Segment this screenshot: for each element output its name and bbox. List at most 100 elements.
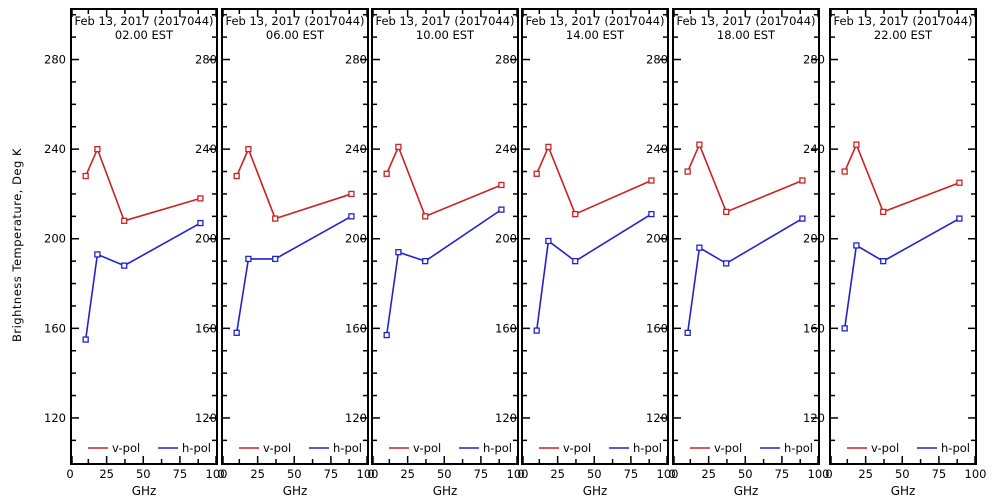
legend-vpol-label: v-pol (413, 441, 441, 455)
panel-subtitle: 18.00 EST (717, 28, 776, 42)
y-tick-label: 280 (44, 53, 66, 67)
y-tick-label: 120 (646, 411, 668, 425)
panel-subtitle: 06.00 EST (266, 28, 325, 42)
y-tick-label: 240 (803, 142, 825, 156)
x-tick-label: 0 (825, 467, 832, 481)
y-tick-label: 120 (345, 411, 367, 425)
y-tick-label: 160 (495, 321, 517, 335)
v-pol-marker (853, 141, 860, 148)
h-pol-marker (383, 331, 390, 339)
v-pol-marker (498, 181, 505, 189)
legend-vpol-label: v-pol (714, 441, 742, 455)
h-pol-line (385, 208, 502, 336)
v-pol-marker (348, 190, 355, 198)
v-pol-marker (841, 168, 848, 175)
h-pol-marker (197, 219, 204, 227)
x-tick-label: 25 (250, 467, 265, 481)
legend-vpol-label: v-pol (871, 441, 899, 455)
v-pol-marker (233, 172, 240, 180)
chart-panel-3: 0 25 50 75 100 120 160 200 240 280 Feb 13, 2017 (2… (345, 8, 529, 498)
x-tick-label: 25 (400, 467, 415, 481)
y-tick-label: 240 (646, 142, 668, 156)
x-tick-label: 0 (517, 467, 524, 481)
x-tick-label: 50 (437, 467, 452, 481)
y-tick-label: 160 (646, 321, 668, 335)
legend-hpol-label: h-pol (633, 441, 662, 455)
panel-title: Feb 13, 2017 (2017044) (225, 14, 364, 28)
y-axis-title: Brightness Temperature, Deg K (10, 148, 24, 342)
v-pol-marker (197, 195, 204, 202)
x-tick-label: 100 (206, 467, 228, 481)
panel-title: Feb 13, 2017 (2017044) (833, 14, 972, 28)
panel-title: Feb 13, 2017 (2017044) (676, 14, 815, 28)
h-pol-marker (853, 242, 860, 249)
v-pol-marker (245, 145, 252, 153)
panel-subtitle: 02.00 EST (115, 28, 174, 42)
h-pol-marker (245, 255, 252, 263)
plot-frame (70, 8, 218, 465)
v-pol-line (385, 144, 502, 218)
y-tick-label: 160 (195, 321, 217, 335)
x-tick-label: 75 (624, 467, 639, 481)
h-pol-line (84, 222, 201, 340)
h-pol-marker (498, 206, 505, 213)
legend-vpol-label: v-pol (563, 441, 591, 455)
x-axis-title: GHz (891, 484, 916, 498)
h-pol-marker (545, 237, 552, 245)
v-pol-marker (533, 170, 540, 177)
h-pol-marker (684, 329, 691, 336)
chart-panel-4: 0 25 50 75 100 120 160 200 240 280 Feb 13, 2017 (2… (495, 8, 679, 498)
y-tick-label: 280 (345, 53, 367, 67)
y-tick-label: 200 (44, 232, 66, 246)
v-pol-marker (572, 210, 579, 218)
v-pol-line (686, 142, 803, 213)
y-tick-label: 200 (345, 232, 367, 246)
y-tick-label: 160 (803, 321, 825, 335)
x-tick-label: 100 (808, 467, 830, 481)
h-pol-marker (82, 336, 89, 343)
v-pol-marker (545, 143, 552, 151)
v-pol-marker (648, 177, 655, 184)
y-tick-label: 280 (803, 53, 825, 67)
v-pol-marker (422, 213, 429, 220)
legend-hpol-label: h-pol (483, 441, 512, 455)
x-tick-label: 50 (287, 467, 302, 481)
h-pol-line (843, 217, 960, 329)
y-tick-label: 160 (345, 321, 367, 335)
legend-vpol-label: v-pol (112, 441, 140, 455)
x-tick-label: 50 (136, 467, 151, 481)
h-pol-marker (395, 249, 402, 256)
h-pol-marker (94, 251, 101, 258)
x-tick-label: 50 (587, 467, 602, 481)
y-tick-label: 200 (195, 232, 217, 246)
panel-title: Feb 13, 2017 (2017044) (74, 14, 213, 28)
x-tick-label: 100 (357, 467, 379, 481)
v-pol-marker (395, 143, 402, 151)
h-pol-marker (723, 260, 730, 267)
x-tick-label: 25 (99, 467, 114, 481)
chart-panel-6: 0 25 50 75 100 120 160 200 240 280 Feb 13, 2017 (2… (803, 8, 987, 498)
x-axis-title: GHz (583, 484, 608, 498)
y-tick-label: 200 (803, 232, 825, 246)
h-pol-marker (121, 262, 128, 269)
x-axis-title: GHz (283, 484, 308, 498)
v-pol-line (843, 142, 960, 213)
h-pol-marker (696, 244, 703, 251)
h-pol-marker (956, 215, 963, 222)
y-tick-label: 120 (803, 411, 825, 425)
x-tick-label: 75 (775, 467, 790, 481)
chart-panel-1: 0 25 50 75 100 120 160 200 240 280 Feb 13, 2017 (2… (44, 8, 228, 498)
legend-hpol-label: h-pol (941, 441, 970, 455)
h-pol-marker (648, 210, 655, 218)
legend-vpol-label: v-pol (263, 441, 291, 455)
v-pol-marker (956, 179, 963, 186)
v-pol-marker (272, 215, 279, 222)
x-tick-label: 25 (701, 467, 716, 481)
y-tick-label: 200 (495, 232, 517, 246)
h-pol-line (235, 215, 352, 333)
h-pol-marker (799, 215, 806, 222)
x-tick-label: 25 (550, 467, 565, 481)
y-tick-label: 200 (646, 232, 668, 246)
v-pol-marker (121, 217, 128, 224)
